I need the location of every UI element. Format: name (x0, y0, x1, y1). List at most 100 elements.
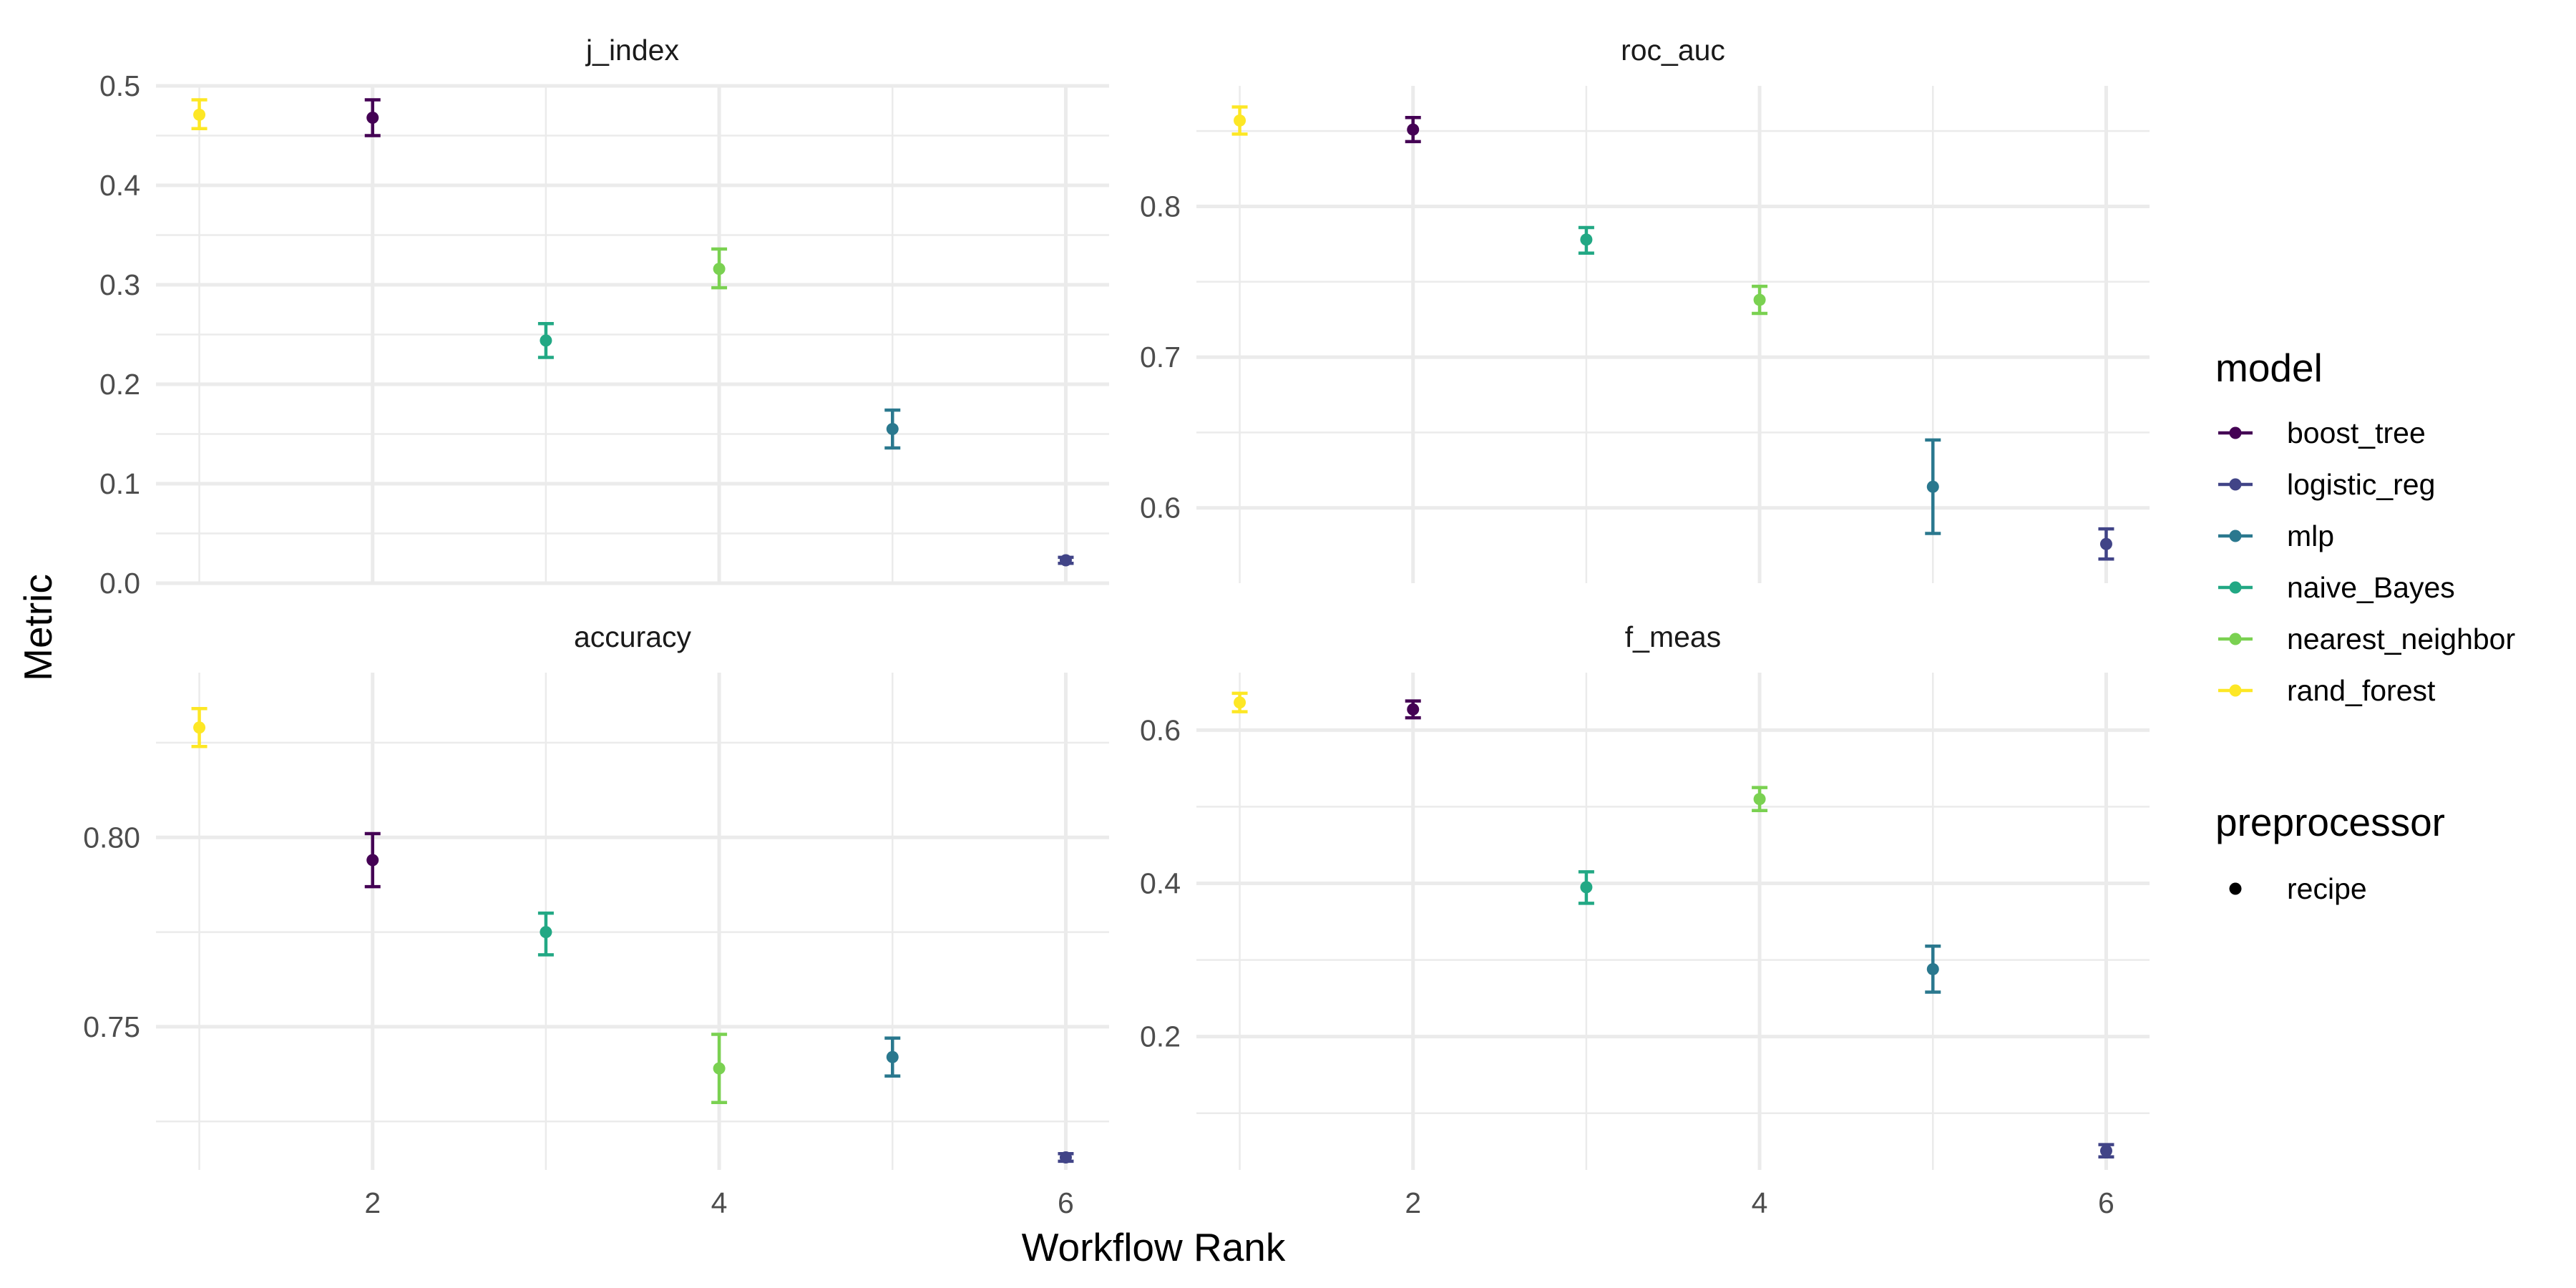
point-marker (1059, 1151, 1072, 1164)
data-point-logistic_reg (1058, 1151, 1074, 1164)
data-point-naive_Bayes (1578, 225, 1594, 255)
facet-strip-title: f_meas (1625, 620, 1721, 653)
legend-item-recipe: recipe (2229, 872, 2367, 905)
legend-item-boost_tree: boost_tree (2218, 416, 2426, 449)
legend-item-logistic_reg: logistic_reg (2218, 468, 2435, 501)
legend-key-dot (2229, 633, 2242, 645)
point-marker (1234, 696, 1246, 709)
data-point-nearest_neighbor (711, 247, 728, 290)
x-axis-title: Workflow Rank (1022, 1225, 1286, 1269)
y-tick-label: 0.6 (1140, 713, 1181, 746)
point-marker (1234, 114, 1246, 127)
facet-accuracy: 0.75 0.80 accuracy 2 4 6 (83, 620, 1109, 1219)
x-tick-label: 6 (1058, 1186, 1074, 1219)
legend-title-model: model (2215, 346, 2323, 390)
point-marker (193, 721, 206, 734)
x-tick-label: 4 (711, 1186, 728, 1219)
legend-title-preprocessor: preprocessor (2215, 800, 2445, 844)
point-marker (886, 423, 899, 436)
data-point-rand_forest (191, 707, 208, 748)
legend: model preprocessor boost_tree logistic_re… (2215, 346, 2515, 905)
point-marker (886, 1050, 899, 1063)
data-point-logistic_reg (2098, 527, 2114, 561)
point-marker (1580, 881, 1593, 894)
data-point-rand_forest (1231, 691, 1248, 713)
facet-f_meas: 0.2 0.4 0.6 f_meas 2 4 6 (1140, 620, 2150, 1219)
point-marker (1407, 123, 1420, 136)
legend-key-dot (2229, 426, 2242, 439)
y-tick-label: 0.6 (1140, 492, 1181, 525)
data-point-rand_forest (1231, 105, 1248, 136)
legend-item-rand_forest: rand_forest (2218, 674, 2436, 707)
point-marker (1580, 233, 1593, 246)
y-tick-label: 0.2 (99, 368, 140, 401)
data-point-mlp (884, 1036, 901, 1078)
legend-key-dot (2229, 478, 2242, 491)
data-point-rand_forest (191, 98, 208, 131)
point-marker (366, 854, 379, 867)
x-tick-label: 2 (364, 1186, 381, 1219)
facet-roc_auc: 0.6 0.7 0.8 roc_auc (1140, 34, 2150, 583)
y-tick-label: 0.1 (99, 467, 140, 500)
data-point-naive_Bayes (537, 321, 554, 359)
legend-label: boost_tree (2287, 416, 2426, 449)
point-marker (2099, 1144, 2112, 1157)
legend-key-dot (2229, 581, 2242, 594)
facet-strip-title: j_index (585, 34, 679, 67)
legend-item-naive_Bayes: naive_Bayes (2218, 571, 2455, 604)
y-tick-label: 0.4 (99, 169, 140, 202)
data-point-nearest_neighbor (1752, 284, 1768, 316)
data-point-nearest_neighbor (1752, 786, 1768, 813)
data-point-boost_tree (1405, 699, 1421, 720)
x-tick-label: 2 (1405, 1186, 1421, 1219)
data-point-mlp (884, 408, 901, 450)
data-point-mlp (1925, 438, 1941, 535)
legend-label: rand_forest (2287, 674, 2436, 707)
data-point-logistic_reg (2098, 1143, 2114, 1159)
legend-item-mlp: mlp (2218, 519, 2334, 552)
point-marker (713, 263, 726, 275)
data-point-naive_Bayes (537, 911, 554, 957)
facet-strip-title: accuracy (574, 620, 692, 653)
point-marker (2099, 537, 2112, 550)
y-tick-label: 0.8 (1140, 190, 1181, 223)
facet-strip-title: roc_auc (1621, 34, 1725, 67)
point-marker (1059, 554, 1072, 567)
y-tick-label: 0.80 (83, 821, 140, 854)
y-tick-label: 0.2 (1140, 1020, 1181, 1053)
y-tick-label: 0.75 (83, 1010, 140, 1043)
point-marker (1407, 703, 1420, 716)
point-marker (1926, 480, 1939, 493)
point-marker (366, 111, 379, 124)
y-tick-label: 0.7 (1140, 341, 1181, 374)
y-tick-label: 0.5 (99, 69, 140, 102)
legend-key-dot (2229, 530, 2242, 542)
legend-label: mlp (2287, 519, 2334, 552)
data-point-logistic_reg (1058, 554, 1074, 567)
legend-key-dot (2229, 684, 2242, 697)
y-axis-title: Metric (16, 574, 60, 681)
point-marker (713, 1062, 726, 1075)
y-tick-label: 0.0 (99, 567, 140, 600)
legend-item-nearest_neighbor: nearest_neighbor (2218, 623, 2515, 655)
point-marker (1753, 793, 1766, 806)
x-tick-label: 4 (1752, 1186, 1768, 1219)
point-marker (1926, 962, 1939, 975)
legend-label: recipe (2287, 872, 2367, 905)
y-tick-label: 0.4 (1140, 867, 1181, 899)
data-point-naive_Bayes (1578, 870, 1594, 905)
point-marker (540, 926, 552, 939)
data-point-mlp (1925, 945, 1941, 994)
data-point-boost_tree (1405, 115, 1421, 144)
facet-j_index: 0.0 0.1 0.2 0.3 0.4 0.5 j_index (99, 34, 1109, 600)
facet-panels: 0.0 0.1 0.2 0.3 0.4 0.5 j_index 0.6 0.7 0.8 roc_au… (83, 34, 2150, 1219)
x-tick-label: 6 (2098, 1186, 2114, 1219)
point-marker (540, 334, 552, 347)
legend-label: logistic_reg (2287, 468, 2435, 501)
data-point-nearest_neighbor (711, 1033, 728, 1105)
point-marker (193, 108, 206, 121)
legend-key-dot (2229, 882, 2242, 895)
legend-label: naive_Bayes (2287, 571, 2455, 604)
legend-label: nearest_neighbor (2287, 623, 2515, 655)
